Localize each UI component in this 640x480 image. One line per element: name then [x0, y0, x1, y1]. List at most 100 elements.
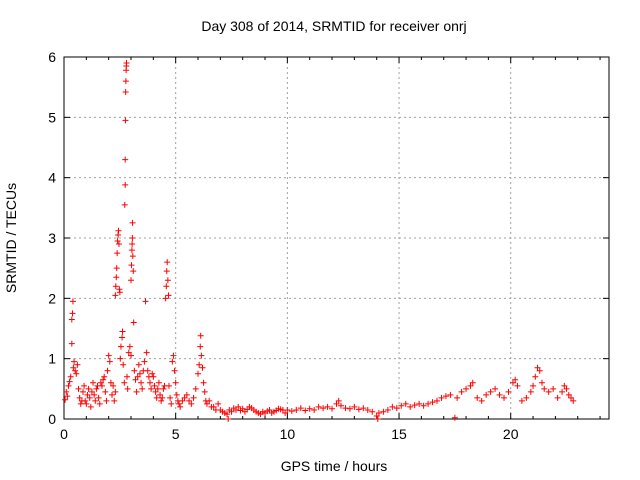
data-point — [112, 283, 119, 290]
data-point — [134, 373, 141, 380]
data-point — [186, 397, 193, 404]
data-point — [201, 388, 208, 395]
data-point — [284, 406, 291, 413]
data-point — [121, 201, 128, 208]
data-point — [393, 405, 400, 412]
data-point — [188, 400, 195, 407]
data-point — [563, 385, 570, 392]
data-point — [135, 361, 142, 368]
y-tick-label: 0 — [48, 411, 56, 427]
y-tick-label: 5 — [48, 109, 56, 125]
data-point — [514, 382, 521, 389]
data-point — [104, 367, 111, 374]
data-point — [164, 259, 171, 266]
data-point — [165, 382, 172, 389]
data-point — [117, 355, 124, 362]
data-point — [68, 316, 75, 323]
data-point — [122, 117, 129, 124]
data-point — [116, 289, 123, 296]
data-point — [329, 405, 336, 412]
data-point — [523, 394, 530, 401]
x-tick-label: 15 — [391, 426, 407, 442]
data-point — [86, 394, 93, 401]
data-point — [72, 367, 79, 374]
data-point — [98, 382, 105, 389]
data-point — [369, 408, 376, 415]
data-point — [69, 310, 76, 317]
data-point — [129, 253, 136, 260]
data-point — [77, 400, 84, 407]
data-point — [119, 334, 126, 341]
data-point — [150, 373, 157, 380]
x-tick-label: 5 — [172, 426, 180, 442]
data-point — [169, 358, 176, 365]
data-point — [65, 382, 72, 389]
data-point — [206, 397, 213, 404]
data-point — [133, 388, 140, 395]
data-point — [85, 385, 92, 392]
data-point — [360, 405, 367, 412]
data-point — [96, 400, 103, 407]
data-point — [509, 379, 516, 386]
data-point — [102, 388, 109, 395]
data-point — [121, 379, 128, 386]
data-point — [138, 379, 145, 386]
data-point — [170, 352, 177, 359]
y-tick-label: 2 — [48, 290, 56, 306]
data-point — [117, 343, 124, 350]
data-point — [501, 394, 508, 401]
data-point — [164, 277, 171, 284]
data-point — [159, 394, 166, 401]
data-point — [130, 268, 137, 275]
data-point — [534, 364, 541, 371]
data-point — [311, 406, 318, 413]
data-point — [62, 396, 69, 403]
data-point — [129, 235, 136, 241]
data-point — [125, 349, 132, 356]
data-point — [364, 406, 371, 413]
x-axis-label: GPS time / hours — [281, 458, 388, 474]
data-point — [160, 385, 167, 392]
data-point — [82, 397, 89, 404]
x-tick-label: 20 — [503, 426, 519, 442]
data-point — [458, 388, 465, 395]
data-point — [215, 400, 222, 407]
grid — [64, 57, 609, 419]
data-point — [179, 397, 186, 404]
data-point — [101, 373, 108, 380]
data-point — [565, 391, 572, 398]
y-tick-label: 1 — [48, 351, 56, 367]
data-point — [75, 385, 82, 392]
y-tick-label: 3 — [48, 230, 56, 246]
x-tick-label: 10 — [280, 426, 296, 442]
data-point — [68, 340, 75, 347]
data-point — [111, 397, 118, 404]
data-point — [570, 397, 577, 404]
data-point — [545, 388, 552, 395]
data-point — [167, 394, 174, 401]
data-point — [342, 405, 349, 412]
data-point — [109, 391, 116, 398]
data-point — [122, 156, 129, 163]
data-point — [541, 385, 548, 392]
data-point — [64, 393, 71, 400]
data-point — [478, 397, 485, 404]
data-point — [126, 343, 133, 350]
data-point — [110, 382, 117, 389]
data-point — [454, 394, 461, 401]
data-point — [105, 352, 112, 359]
data-point — [152, 388, 159, 395]
data-point — [203, 400, 210, 407]
data-point — [112, 292, 119, 299]
data-point — [172, 379, 179, 386]
x-tick-label: 0 — [60, 426, 68, 442]
data-point — [351, 403, 358, 410]
data-point — [122, 88, 129, 95]
data-point — [550, 385, 557, 392]
data-point — [210, 403, 217, 410]
data-point — [67, 373, 74, 380]
data-point — [315, 403, 322, 410]
data-point — [128, 247, 135, 254]
data-point — [114, 250, 121, 257]
data-point — [119, 328, 126, 335]
